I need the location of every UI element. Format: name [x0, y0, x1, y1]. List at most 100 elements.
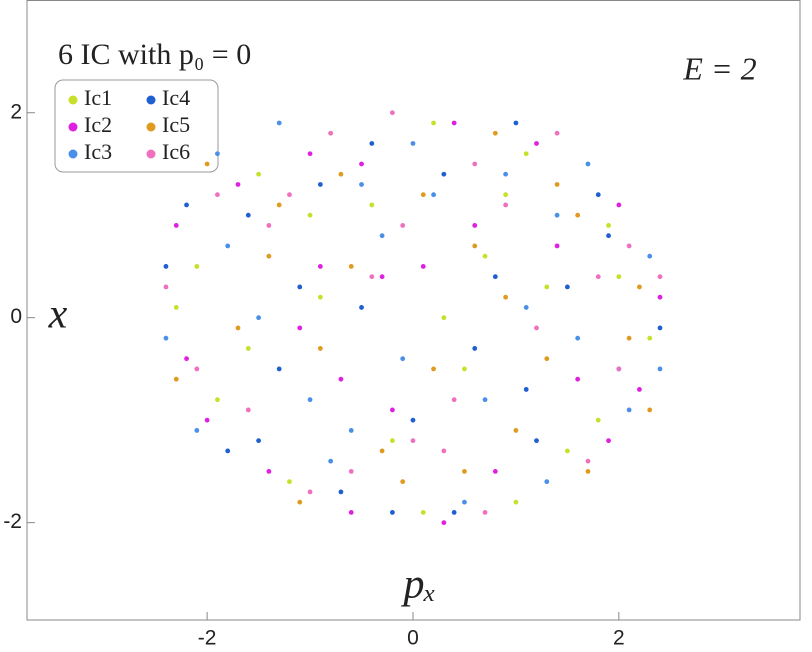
point: [637, 284, 642, 290]
point: [585, 458, 591, 464]
x-tick-label: 0: [407, 627, 419, 650]
point: [492, 130, 498, 136]
point: [317, 294, 323, 300]
y-tick-label: 0: [10, 305, 22, 328]
legend-marker: [146, 95, 156, 105]
point: [163, 284, 169, 290]
point: [194, 264, 200, 269]
annotation: E = 2: [682, 50, 756, 86]
point: [595, 192, 601, 198]
point: [163, 335, 169, 341]
point: [420, 264, 426, 269]
point: [173, 305, 179, 310]
point: [317, 346, 323, 351]
point: [585, 469, 591, 474]
point: [616, 274, 622, 280]
point: [451, 509, 457, 515]
legend-marker: [68, 149, 78, 159]
point: [451, 397, 457, 403]
point: [389, 110, 395, 116]
point: [328, 130, 334, 136]
point: [359, 305, 364, 310]
point: [554, 182, 560, 187]
point: [389, 509, 395, 515]
point: [359, 182, 364, 187]
point: [287, 479, 292, 485]
point: [400, 479, 406, 485]
point: [544, 479, 550, 485]
point: [173, 223, 179, 228]
point: [245, 212, 251, 218]
point: [472, 243, 478, 249]
point: [317, 264, 323, 269]
point: [441, 520, 447, 526]
point: [513, 499, 519, 505]
point: [492, 469, 498, 474]
point: [482, 397, 488, 403]
point: [585, 161, 591, 167]
point: [503, 171, 509, 177]
point: [554, 243, 560, 249]
x-tick-label: 2: [613, 627, 625, 650]
point: [256, 171, 261, 177]
point: [420, 509, 426, 515]
point: [369, 202, 375, 208]
point: [523, 387, 529, 392]
point: [431, 366, 436, 372]
y-axis-label: x: [48, 292, 68, 338]
point: [647, 335, 653, 341]
point: [503, 202, 509, 208]
point: [482, 253, 488, 259]
point: [389, 438, 395, 444]
point: [287, 192, 292, 198]
point: [225, 448, 231, 454]
point: [266, 223, 272, 228]
point: [554, 212, 560, 218]
point: [379, 448, 385, 454]
point: [297, 284, 303, 290]
point: [462, 366, 467, 372]
point: [462, 469, 467, 474]
point: [400, 356, 406, 362]
point: [379, 233, 385, 239]
point: [328, 458, 334, 464]
point: [225, 243, 231, 249]
legend-marker: [146, 122, 156, 132]
point: [338, 171, 344, 177]
x-axis-label: pₓ: [401, 562, 437, 608]
legend-label: Ic4: [162, 85, 190, 110]
point: [647, 407, 653, 413]
point: [626, 407, 632, 413]
point: [204, 417, 210, 423]
legend-label: Ic3: [84, 139, 112, 164]
point: [317, 182, 323, 187]
legend-box: [54, 79, 219, 173]
legend-marker: [68, 95, 78, 105]
point: [194, 366, 200, 372]
point: [359, 161, 364, 167]
x-tick-label: -2: [198, 627, 217, 650]
point: [462, 499, 467, 505]
point: [276, 202, 282, 208]
point: [544, 284, 550, 290]
point: [235, 182, 241, 187]
point: [431, 192, 436, 198]
point: [441, 315, 447, 321]
point: [647, 253, 653, 259]
legend-label: Ic6: [162, 139, 190, 164]
point: [379, 274, 385, 280]
point: [215, 192, 220, 198]
point: [606, 438, 611, 444]
point: [307, 151, 313, 157]
y-tick-label: -2: [3, 510, 22, 533]
legend-label: Ic1: [84, 85, 112, 110]
point: [410, 141, 416, 146]
point: [194, 428, 200, 433]
point: [256, 438, 261, 444]
point: [204, 161, 210, 167]
point: [564, 448, 570, 454]
point: [297, 499, 303, 505]
point: [451, 120, 457, 126]
point: [616, 366, 622, 372]
point: [266, 253, 272, 259]
